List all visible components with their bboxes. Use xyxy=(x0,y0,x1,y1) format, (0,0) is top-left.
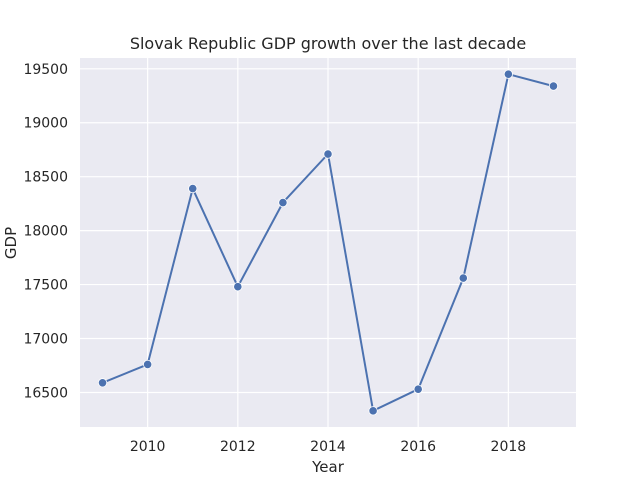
data-point xyxy=(458,273,468,283)
data-point xyxy=(97,378,108,388)
x-tick-label: 2016 xyxy=(400,439,436,455)
y-tick-label: 18000 xyxy=(23,224,68,240)
x-tick-label: 2018 xyxy=(491,439,527,455)
data-point xyxy=(233,282,243,292)
y-tick-label: 16500 xyxy=(23,385,68,401)
x-tick-label: 2012 xyxy=(220,439,256,455)
y-tick-label: 17500 xyxy=(23,278,68,294)
x-tick-label: 2014 xyxy=(310,439,346,455)
y-tick-labels: 16500 17000 17500 18000 18500 19000 19500 xyxy=(23,62,68,402)
data-point xyxy=(278,197,288,208)
data-point xyxy=(503,69,513,79)
data-point xyxy=(368,406,378,416)
data-point xyxy=(143,359,153,370)
y-axis-label: GDP xyxy=(2,227,20,259)
x-tick-labels: 2010 2012 2014 2016 2018 xyxy=(130,439,526,455)
y-tick-label: 19500 xyxy=(23,62,68,78)
series-layer xyxy=(97,69,559,416)
x-axis-label: Year xyxy=(311,458,345,476)
y-tick-label: 18500 xyxy=(23,170,68,186)
x-tick-label: 2010 xyxy=(130,439,166,455)
data-point xyxy=(413,384,423,394)
data-point xyxy=(548,81,559,91)
y-tick-label: 19000 xyxy=(23,116,68,132)
data-point xyxy=(323,149,333,159)
data-point xyxy=(188,183,198,194)
chart-title: Slovak Republic GDP growth over the last… xyxy=(130,34,526,53)
y-tick-label: 17000 xyxy=(23,332,68,348)
grid-lines xyxy=(80,58,576,427)
